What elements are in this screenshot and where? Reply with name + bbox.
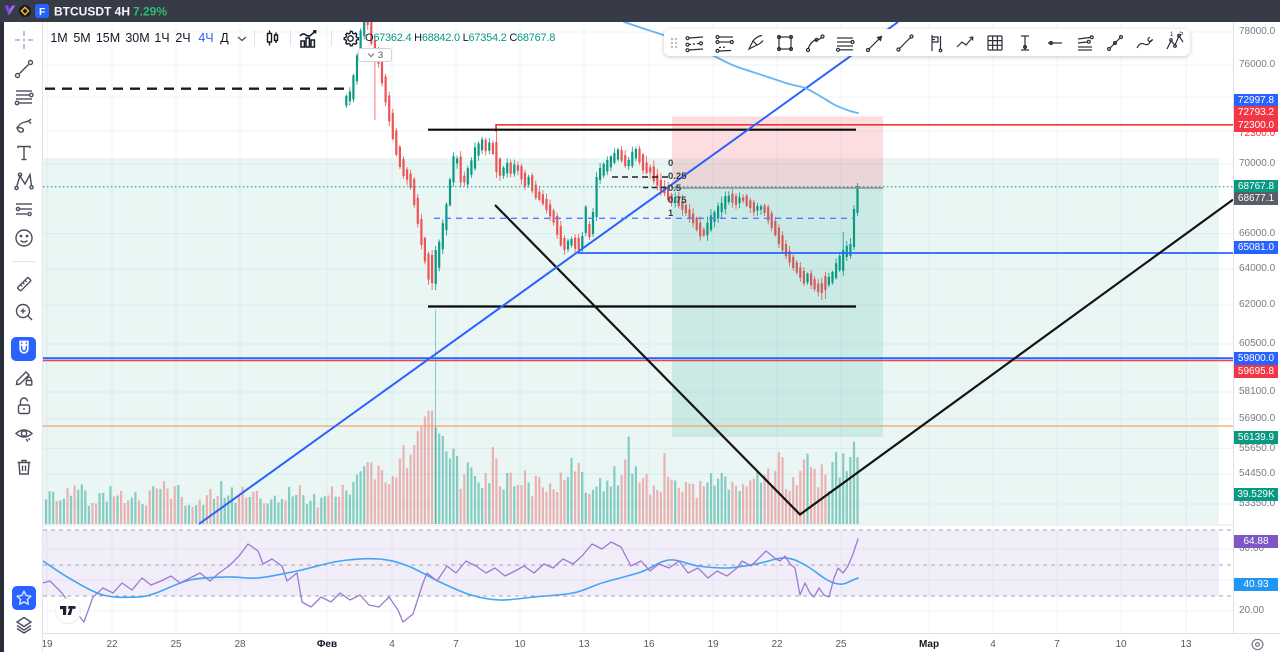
svg-text:BTCUSDT 4H: BTCUSDT 4H	[54, 5, 130, 19]
svg-text:5: 5	[1180, 31, 1184, 37]
svg-text:F: F	[39, 7, 45, 18]
svg-text:7.29%: 7.29%	[133, 5, 167, 19]
svg-text:1: 1	[1170, 32, 1174, 38]
